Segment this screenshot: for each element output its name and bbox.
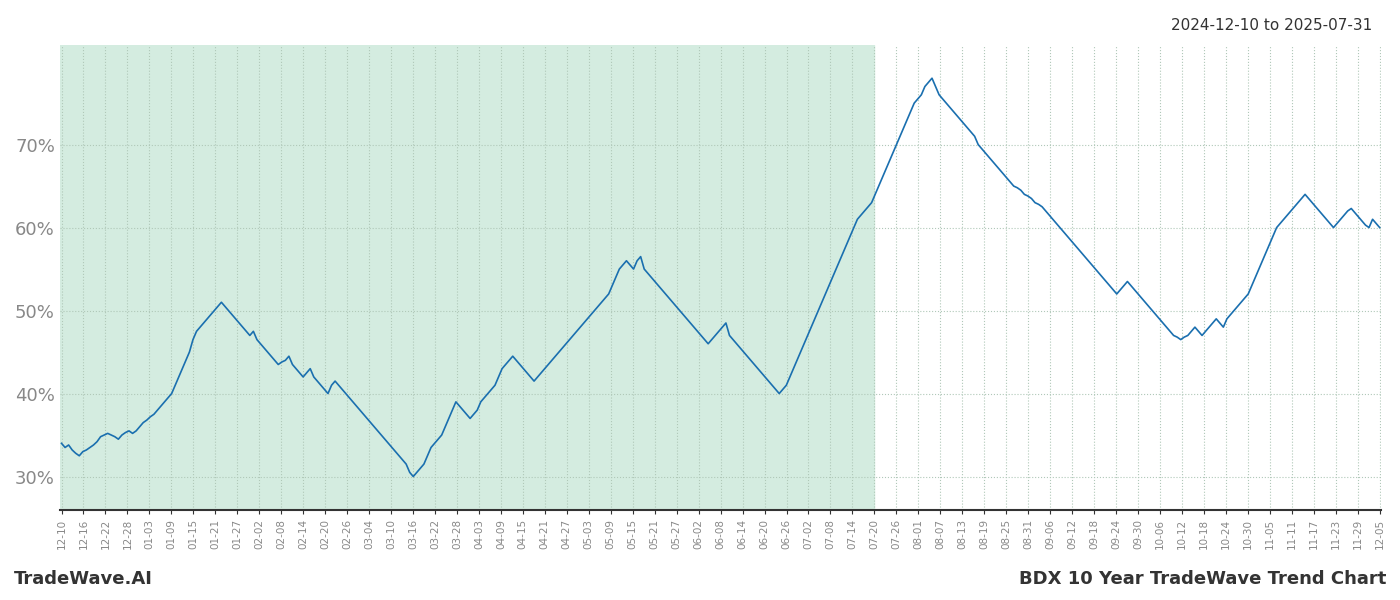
Text: 2024-12-10 to 2025-07-31: 2024-12-10 to 2025-07-31 xyxy=(1170,18,1372,33)
Bar xyxy=(60,45,875,510)
Text: TradeWave.AI: TradeWave.AI xyxy=(14,570,153,588)
Text: BDX 10 Year TradeWave Trend Chart: BDX 10 Year TradeWave Trend Chart xyxy=(1019,570,1386,588)
